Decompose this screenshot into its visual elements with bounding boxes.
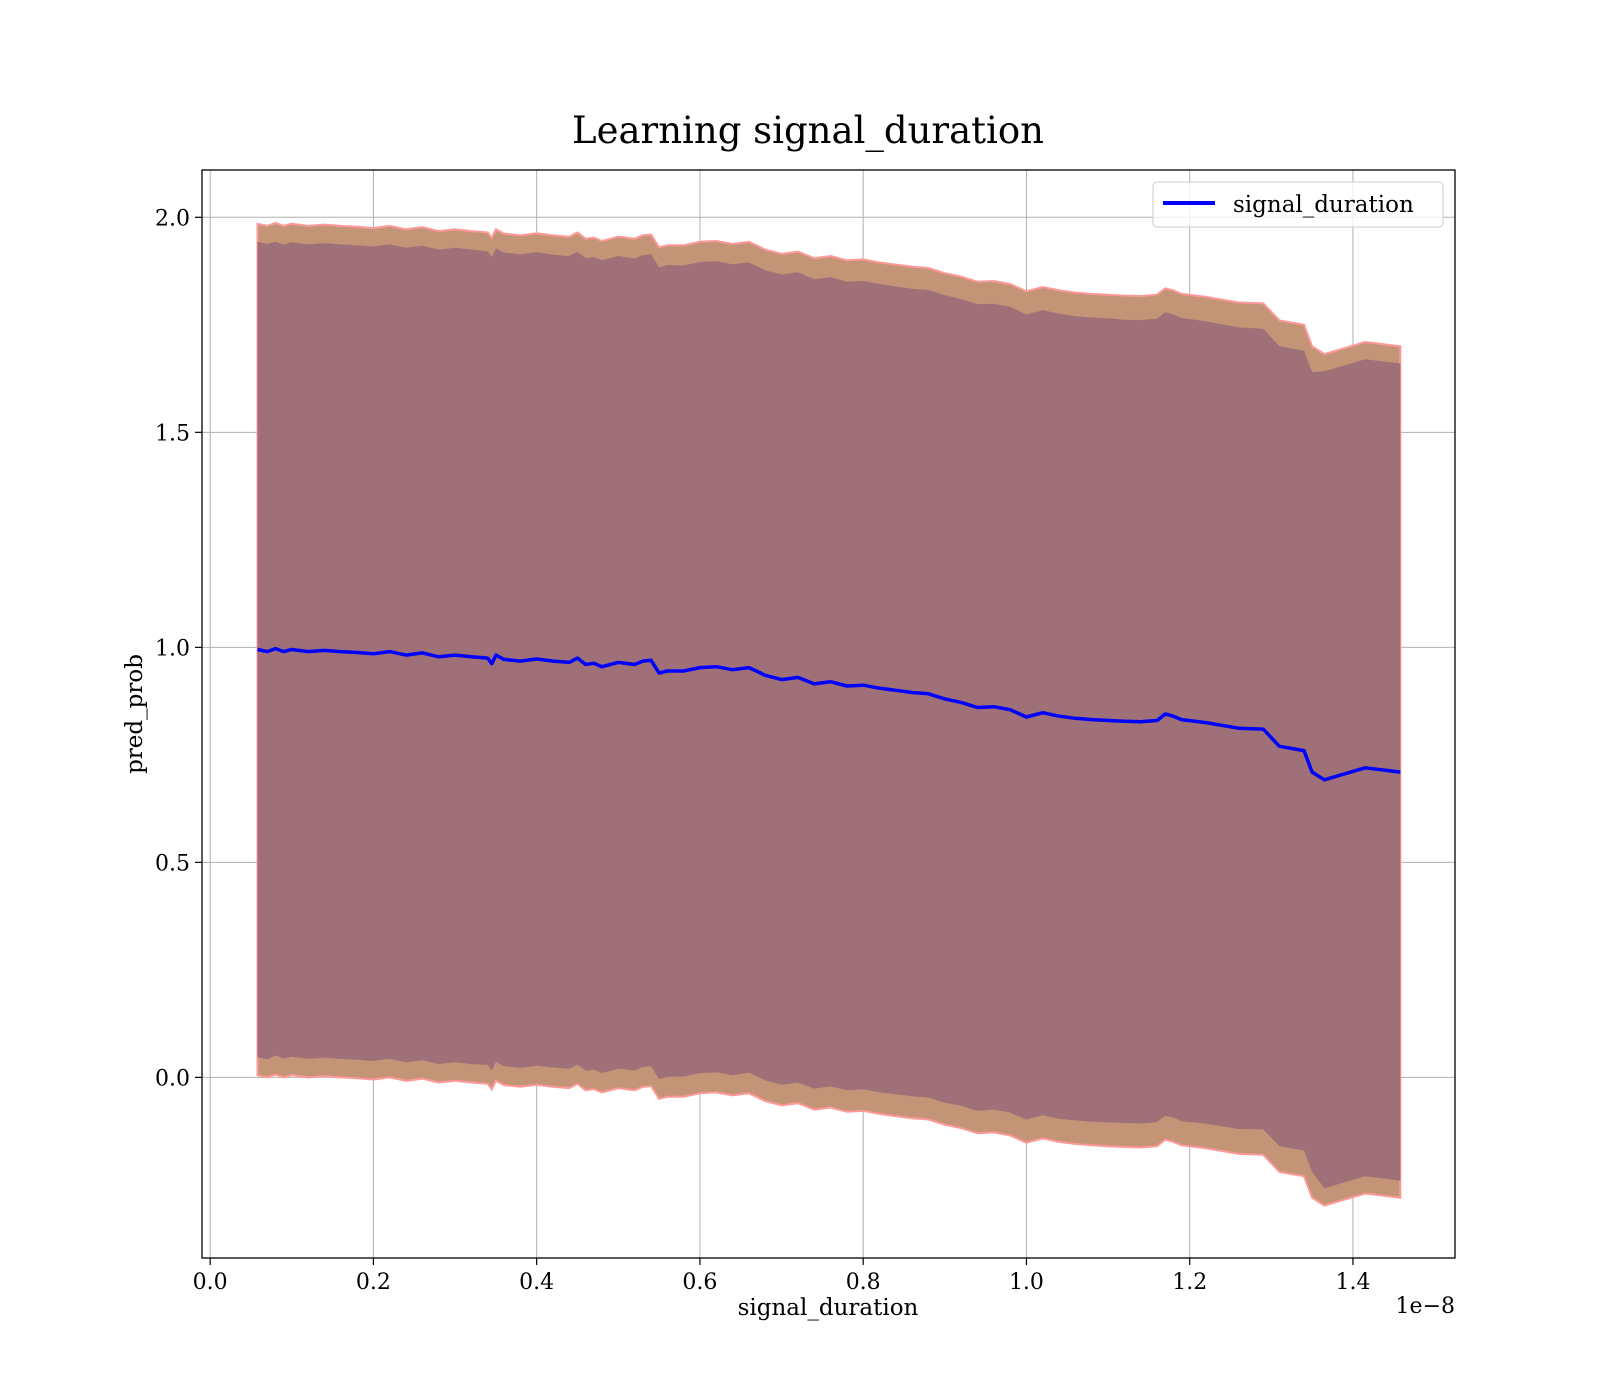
y-tick-label: 1.5	[155, 421, 190, 446]
y-axis-ticks: 0.0 0.5 1.0 1.5 2.0	[155, 206, 202, 1091]
chart-title: Learning signal_duration	[572, 109, 1044, 153]
x-tick-label: 0.2	[356, 1270, 391, 1295]
x-tick-label: 0.4	[519, 1270, 554, 1295]
x-tick-label: 1.2	[1172, 1270, 1207, 1295]
legend-box	[1152, 181, 1444, 228]
series-lines	[257, 646, 1401, 782]
legend-label-signal-duration: signal_duration	[1233, 192, 1414, 218]
series-line-signal-duration	[257, 646, 1401, 782]
axes-frame	[201, 169, 1456, 1259]
y-tick-label: 2.0	[155, 206, 190, 231]
y-tick-label: 0.5	[155, 851, 190, 876]
x-axis-label: signal_duration	[738, 1295, 919, 1321]
legend: signal_duration	[1152, 181, 1444, 228]
x-axis-offset-label: 1e−8	[1396, 1294, 1455, 1319]
x-tick-label: 0.6	[682, 1270, 717, 1295]
x-tick-label: 1.4	[1335, 1270, 1370, 1295]
x-tick-label: 1.0	[1009, 1270, 1044, 1295]
y-tick-label: 0.0	[155, 1066, 190, 1091]
y-axis-label: pred_prob	[122, 654, 148, 774]
inner-confidence-band	[257, 241, 1401, 1189]
x-tick-label: 0.0	[193, 1270, 228, 1295]
x-axis-ticks: 0.0 0.2 0.4 0.6 0.8 1.0 1.2 1.4	[193, 1258, 1370, 1295]
confidence-bands	[256, 221, 1402, 1207]
y-tick-label: 1.0	[155, 636, 190, 661]
x-tick-label: 0.8	[846, 1270, 881, 1295]
